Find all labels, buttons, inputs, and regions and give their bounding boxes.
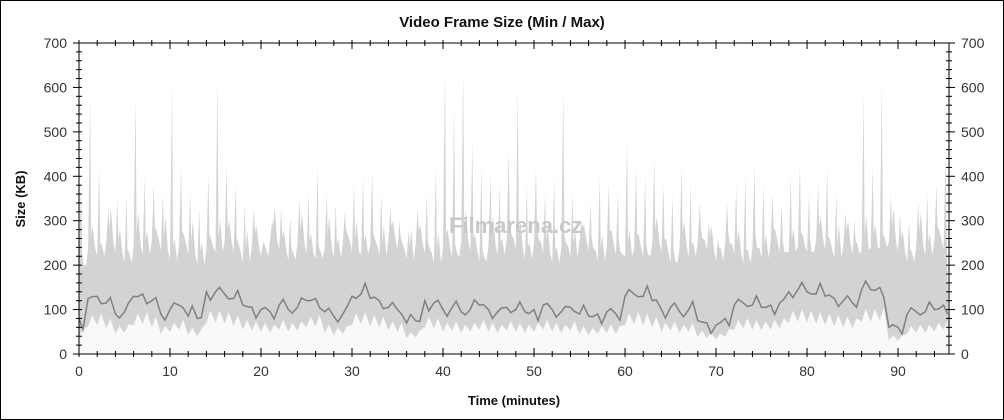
x-tick-label: 20 xyxy=(253,363,269,379)
x-axis-label: Time (minutes) xyxy=(468,393,560,408)
y-tick-label-right: 200 xyxy=(961,257,985,273)
y-tick-label-left: 400 xyxy=(44,168,68,184)
y-tick-label-right: 600 xyxy=(961,79,985,95)
y-tick-label-right: 300 xyxy=(961,213,985,229)
y-tick-label-left: 0 xyxy=(59,346,67,362)
x-tick-label: 90 xyxy=(890,363,906,379)
min-series-line xyxy=(78,279,949,336)
x-tick-label: 80 xyxy=(799,363,815,379)
y-tick-label-right: 700 xyxy=(961,35,985,51)
y-tick-label-right: 500 xyxy=(961,124,985,140)
x-tick-label: 50 xyxy=(526,363,542,379)
x-tick-label: 10 xyxy=(162,363,178,379)
y-tick-label-left: 100 xyxy=(44,302,68,318)
y-tick-label-right: 400 xyxy=(961,168,985,184)
y-tick-label-right: 0 xyxy=(961,346,969,362)
watermark: Filmarena.cz xyxy=(449,213,582,238)
y-tick-label-left: 200 xyxy=(44,257,68,273)
x-tick-label: 0 xyxy=(75,363,83,379)
y-tick-label-left: 300 xyxy=(44,213,68,229)
x-tick-label: 30 xyxy=(344,363,360,379)
y-tick-label-left: 700 xyxy=(44,35,68,51)
chart-title: Video Frame Size (Min / Max) xyxy=(399,14,605,31)
min-lower-area xyxy=(79,307,949,354)
y-axis-label: Size (KB) xyxy=(13,170,28,227)
plot-area xyxy=(78,69,949,355)
x-tick-label: 60 xyxy=(617,363,633,379)
y-tick-label-right: 100 xyxy=(961,302,985,318)
x-tick-label: 70 xyxy=(708,363,724,379)
y-tick-label-left: 500 xyxy=(44,124,68,140)
x-tick-label: 40 xyxy=(435,363,451,379)
max-series-area xyxy=(79,69,949,355)
y-tick-label-left: 600 xyxy=(44,79,68,95)
